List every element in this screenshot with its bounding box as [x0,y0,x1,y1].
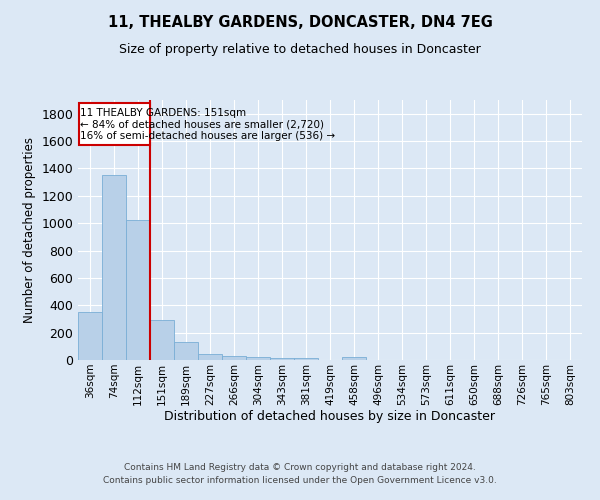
Bar [174,342,198,360]
Bar [342,357,366,360]
Text: Size of property relative to detached houses in Doncaster: Size of property relative to detached ho… [119,42,481,56]
Text: Contains HM Land Registry data © Crown copyright and database right 2024.
Contai: Contains HM Land Registry data © Crown c… [103,463,497,485]
Bar [294,358,318,360]
Bar [150,320,174,360]
Text: 11, THEALBY GARDENS, DONCASTER, DN4 7EG: 11, THEALBY GARDENS, DONCASTER, DN4 7EG [107,15,493,30]
Bar [198,354,222,360]
Bar [270,358,294,360]
X-axis label: Distribution of detached houses by size in Doncaster: Distribution of detached houses by size … [164,410,496,424]
Bar [246,358,270,360]
Bar [126,220,150,360]
Bar [102,174,126,360]
Bar [79,104,150,145]
Y-axis label: Number of detached properties: Number of detached properties [23,137,36,323]
Text: 11 THEALBY GARDENS: 151sqm
← 84% of detached houses are smaller (2,720)
16% of s: 11 THEALBY GARDENS: 151sqm ← 84% of deta… [80,108,335,140]
Bar [78,312,102,360]
Bar [222,356,246,360]
